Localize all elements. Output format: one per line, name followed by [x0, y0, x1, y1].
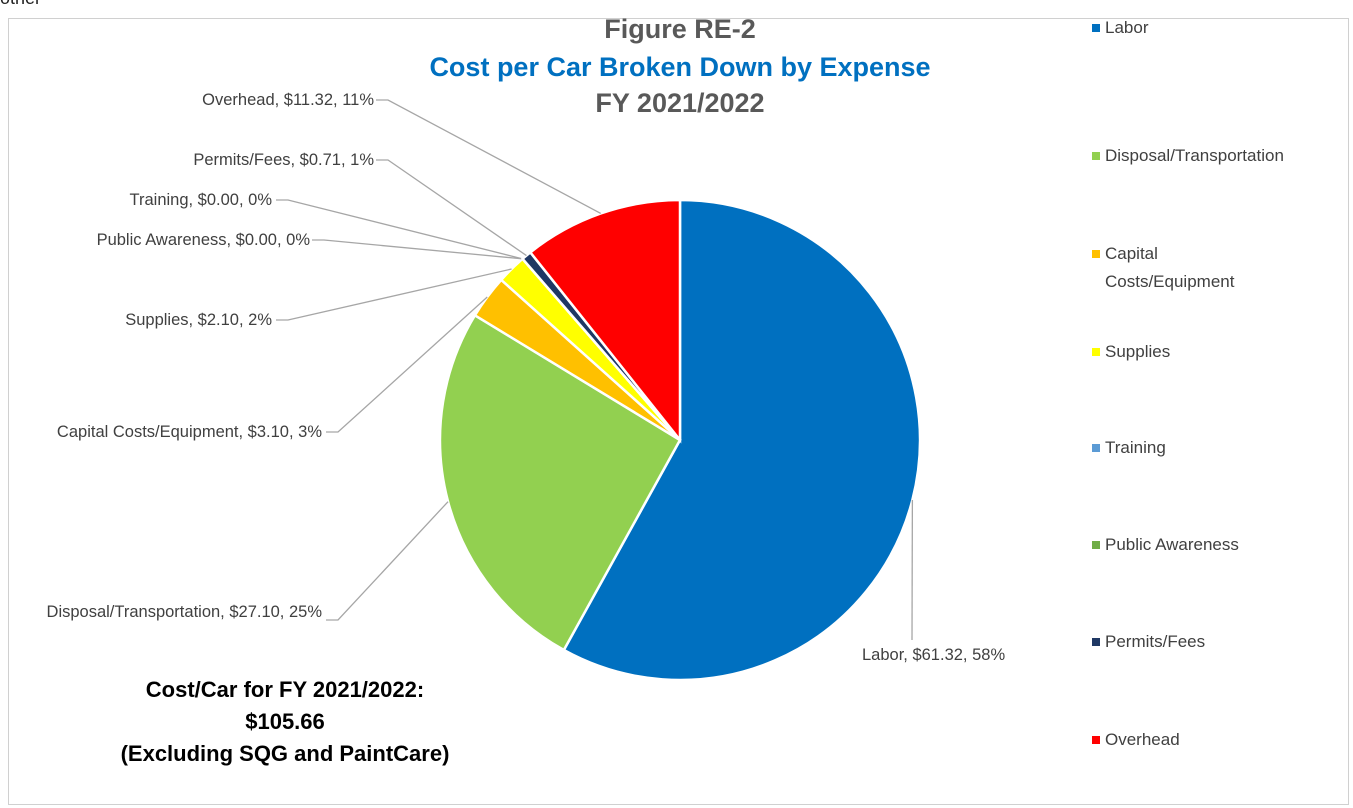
pie-slice: [528, 198, 682, 444]
leader-line: [326, 296, 488, 433]
leader-line: [376, 99, 602, 215]
data-label: Capital Costs/Equipment, $3.10, 3%: [56, 423, 322, 441]
legend-item: Public Awareness: [1092, 531, 1342, 559]
data-label: Supplies, $2.10, 2%: [125, 311, 272, 329]
chart-title: Figure RE-2: [604, 14, 756, 44]
pie-slice: [562, 198, 922, 682]
leader-line: [376, 159, 527, 257]
data-label: Permits/Fees, $0.71, 1%: [193, 151, 374, 169]
annotation: (Excluding SQG and PaintCare): [120, 741, 450, 766]
legend-swatch: [1092, 250, 1100, 258]
leader-line: [326, 501, 449, 621]
annotation: Cost/Car for FY 2021/2022:: [145, 677, 425, 702]
legend-label: Overhead: [1105, 730, 1180, 749]
legend-swatch: [1092, 24, 1100, 32]
legend-swatch: [1092, 348, 1100, 356]
leader-line: [276, 199, 523, 260]
cropped-text: other: [0, 0, 41, 9]
legend-label: Permits/Fees: [1105, 632, 1206, 651]
data-label: Labor, $61.32, 58%: [862, 646, 1006, 664]
leader-line: [276, 268, 512, 321]
pie-slice: [438, 313, 682, 652]
legend-swatch: [1092, 152, 1100, 160]
legend-item: Permits/Fees: [1092, 628, 1342, 656]
annotation: $105.66: [245, 709, 325, 734]
data-label: Public Awareness, $0.00, 0%: [96, 231, 310, 249]
data-label: Overhead, $11.32, 11%: [202, 91, 374, 109]
data-label: Training, $0.00, 0%: [129, 191, 272, 209]
legend-item: Supplies: [1092, 338, 1342, 366]
legend-label: Training: [1105, 438, 1166, 457]
legend-item: Training: [1092, 434, 1342, 462]
chart-period: FY 2021/2022: [595, 88, 765, 118]
legend-item: Disposal/Transportation: [1092, 142, 1342, 170]
legend-item: Overhead: [1092, 726, 1342, 754]
leader-line: [312, 239, 523, 260]
legend-label: Labor: [1105, 18, 1149, 37]
legend-swatch: [1092, 444, 1100, 452]
legend-swatch: [1092, 736, 1100, 744]
legend-swatch: [1092, 541, 1100, 549]
legend-label: Supplies: [1105, 342, 1171, 361]
chart-subtitle: Cost per Car Broken Down by Expense: [429, 52, 931, 82]
legend-label: Capital Costs/Equipment: [1105, 244, 1235, 291]
legend-item: Capital Costs/Equipment: [1092, 240, 1342, 296]
data-label: Disposal/Transportation, $27.10, 25%: [46, 603, 322, 621]
legend-item: Labor: [1092, 14, 1342, 42]
chart-frame: [8, 18, 1349, 805]
legend-label: Public Awareness: [1105, 535, 1239, 554]
legend-label: Disposal/Transportation: [1105, 146, 1284, 165]
legend-swatch: [1092, 638, 1100, 646]
